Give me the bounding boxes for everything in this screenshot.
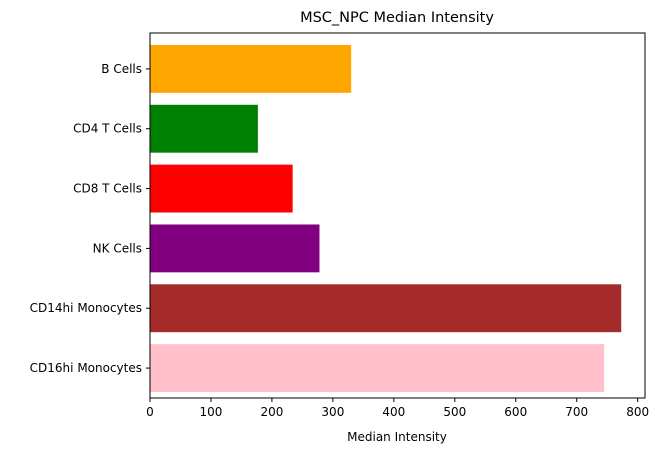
x-tick-label: 200 xyxy=(260,405,283,419)
bar-nk-cells xyxy=(150,224,320,273)
bar-cd16hi-monocytes xyxy=(150,344,605,393)
bar-cd4-t-cells xyxy=(150,104,258,153)
bar-cd14hi-monocytes xyxy=(150,284,622,333)
bars-group xyxy=(150,44,622,393)
x-axis-ticks: 0 100 200 300 400 500 600 700 800 xyxy=(146,398,649,419)
x-axis-label: Median Intensity xyxy=(347,430,447,444)
y-tick-label: B Cells xyxy=(101,62,142,76)
y-tick-label: CD8 T Cells xyxy=(73,182,142,196)
y-tick-label: CD14hi Monocytes xyxy=(30,301,142,315)
bar-b-cells xyxy=(150,44,352,93)
y-tick-label: CD16hi Monocytes xyxy=(30,361,142,375)
y-axis-ticks: B Cells CD4 T Cells CD8 T Cells NK Cells CD1… xyxy=(30,62,150,375)
y-tick-label: NK Cells xyxy=(93,241,142,255)
x-tick-label: 400 xyxy=(382,405,405,419)
x-tick-label: 600 xyxy=(504,405,527,419)
chart-title: MSC_NPC Median Intensity xyxy=(300,10,494,26)
bar-cd8-t-cells xyxy=(150,164,293,213)
x-tick-label: 0 xyxy=(146,405,154,419)
x-tick-label: 100 xyxy=(200,405,223,419)
x-tick-label: 500 xyxy=(443,405,466,419)
plot-frame xyxy=(149,32,646,399)
y-tick-label: CD4 T Cells xyxy=(73,122,142,136)
x-tick-label: 700 xyxy=(565,405,588,419)
x-tick-label: 300 xyxy=(321,405,344,419)
x-tick-label: 800 xyxy=(626,405,649,419)
